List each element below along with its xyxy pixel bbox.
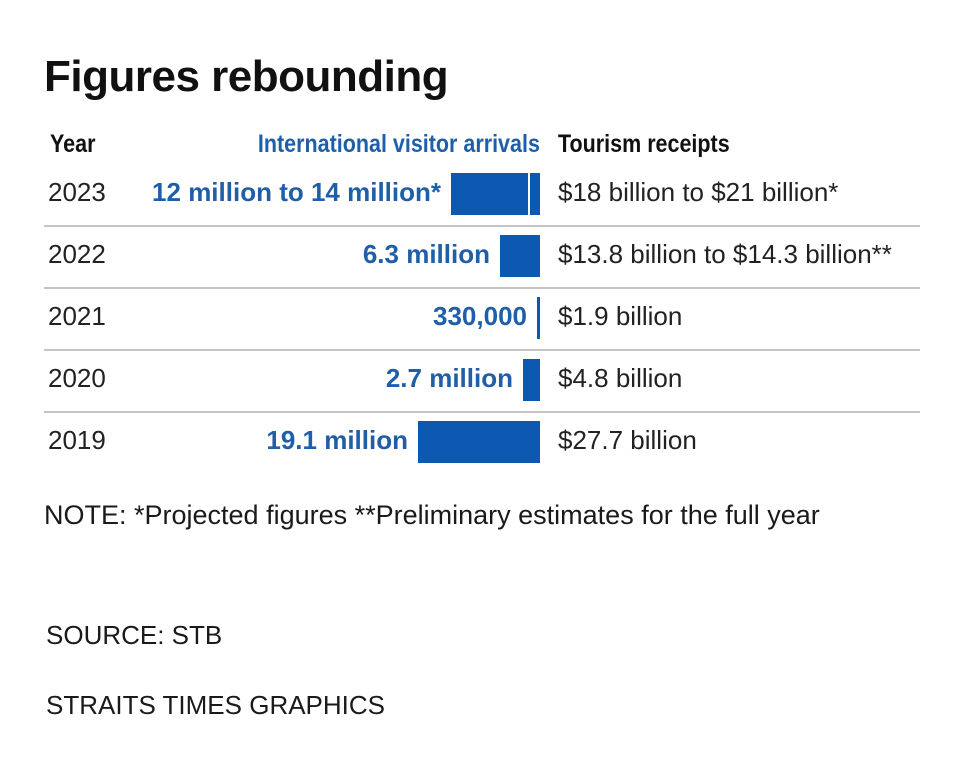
arrivals-value-label: 2.7 million <box>385 363 513 393</box>
year-label: 2023 <box>48 177 106 207</box>
arrivals-column-header: International visitor arrivals <box>258 130 540 158</box>
arrivals-bar <box>500 235 540 277</box>
arrivals-value-label: 6.3 million <box>362 239 490 269</box>
arrivals-value-label: 12 million to 14 million* <box>152 177 441 207</box>
graphics-credit: STRAITS TIMES GRAPHICS <box>46 690 386 720</box>
arrivals-bar <box>523 359 540 401</box>
year-label: 2022 <box>48 239 106 269</box>
range-divider <box>528 173 530 215</box>
table-row: 2022 6.3 million $13.8 billion to $14.3 bi… <box>44 225 920 289</box>
receipts-value: $1.9 billion <box>558 301 683 331</box>
table-row: 2019 19.1 million $27.7 billion <box>44 411 920 473</box>
table-row: 2023 12 million to 14 million* $18 billion… <box>44 163 920 227</box>
arrivals-value-label: 19.1 million <box>266 425 408 455</box>
year-label: 2019 <box>48 425 106 455</box>
receipts-value: $27.7 billion <box>558 425 697 455</box>
receipts-value: $13.8 billion to $14.3 billion** <box>558 239 892 269</box>
year-column-header: Year <box>50 130 96 158</box>
source-credit: SOURCE: STB <box>46 620 223 650</box>
table-row: 2020 2.7 million $4.8 billion <box>44 349 920 413</box>
year-label: 2021 <box>48 301 106 331</box>
receipts-column-header: Tourism receipts <box>558 130 730 158</box>
year-label: 2020 <box>48 363 106 393</box>
arrivals-value-label: 330,000 <box>433 301 527 331</box>
chart-title: Figures rebounding <box>44 52 449 101</box>
arrivals-bar <box>418 421 540 463</box>
receipts-value: $18 billion to $21 billion* <box>558 177 839 207</box>
arrivals-bar <box>451 173 540 215</box>
footnote: NOTE: *Projected figures **Preliminary e… <box>44 500 820 530</box>
arrivals-bar <box>537 297 540 339</box>
receipts-value: $4.8 billion <box>558 363 683 393</box>
table-row: 2021 330,000 $1.9 billion <box>44 287 920 351</box>
